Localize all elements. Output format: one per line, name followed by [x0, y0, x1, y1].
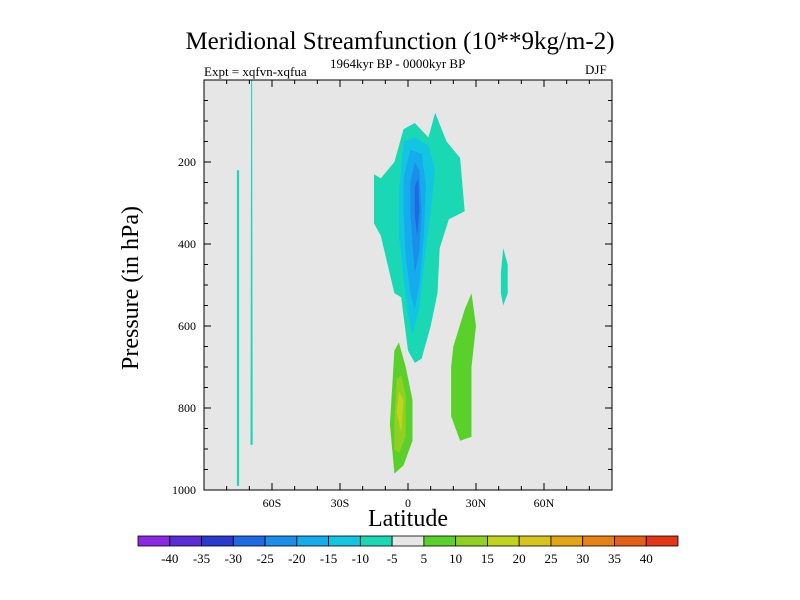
colorbar-swatch [455, 535, 488, 547]
x-tick-label: 30N [466, 496, 487, 510]
y-axis-label: Pressure (in hPa) [118, 206, 144, 370]
colorbar-label: -20 [288, 551, 305, 566]
colorbar-label: -5 [387, 551, 398, 566]
colorbar-swatch [423, 535, 457, 547]
x-tick-label: 60N [534, 496, 555, 510]
colorbar-swatch [328, 535, 361, 547]
colorbar-label: 15 [481, 551, 494, 566]
colorbar-swatch [550, 535, 584, 547]
colorbar-label: -40 [161, 551, 178, 566]
colorbar-swatch [359, 535, 393, 547]
x-axis-label: Latitude [368, 506, 448, 532]
colorbar-swatch [645, 535, 679, 547]
contour-region-sh-narrow-strip-a [236, 170, 240, 486]
y-tick-label: 400 [178, 237, 196, 251]
colorbar-label: 35 [608, 551, 621, 566]
colorbar-swatch [391, 535, 425, 547]
colorbar-swatch [582, 535, 615, 547]
contour-region-nh-lower-positive [451, 293, 476, 441]
y-tick-label: 600 [178, 319, 196, 333]
contour-region-nh-small-patch [500, 248, 508, 306]
contour-region-sh-narrow-strip-b [250, 80, 253, 445]
experiment-label: Expt = xqfvn-xqfua [204, 64, 307, 79]
colorbar-label: -10 [352, 551, 369, 566]
y-tick-label: 1000 [172, 483, 196, 497]
colorbar-swatch [169, 535, 202, 547]
colorbar-swatch [487, 535, 520, 547]
colorbar-label: -35 [193, 551, 210, 566]
contour-region-tropical-upper-core-25 [414, 178, 420, 236]
colorbar-label: -15 [320, 551, 337, 566]
contour-region-sh-lower-positive-15 [396, 391, 404, 433]
colorbar-label: 30 [576, 551, 589, 566]
x-tick-label: 30S [331, 496, 350, 510]
colorbar-swatch [232, 535, 266, 547]
x-tick-label: 0 [405, 496, 411, 510]
y-tick-label: 800 [178, 401, 196, 415]
colorbar-swatch [518, 535, 552, 547]
colorbar-label: 5 [421, 551, 428, 566]
colorbar-swatch [137, 535, 171, 547]
y-tick-label: 200 [178, 155, 196, 169]
colorbar-label: -25 [256, 551, 273, 566]
colorbar-label: 20 [513, 551, 526, 566]
colorbar-label: 40 [640, 551, 653, 566]
period-label: 1964kyr BP - 0000kyr BP [330, 56, 466, 71]
season-label: DJF [585, 62, 607, 77]
x-tick-label: 60S [263, 496, 282, 510]
colorbar-swatch [296, 535, 329, 547]
colorbar-label: 10 [449, 551, 462, 566]
colorbar-swatch [614, 535, 647, 547]
chart-title: Meridional Streamfunction (10**9kg/m-2) [185, 28, 615, 55]
colorbar-label: -30 [225, 551, 242, 566]
colorbar-swatch [201, 535, 234, 547]
colorbar-label: 25 [544, 551, 557, 566]
colorbar-swatch [264, 535, 298, 547]
